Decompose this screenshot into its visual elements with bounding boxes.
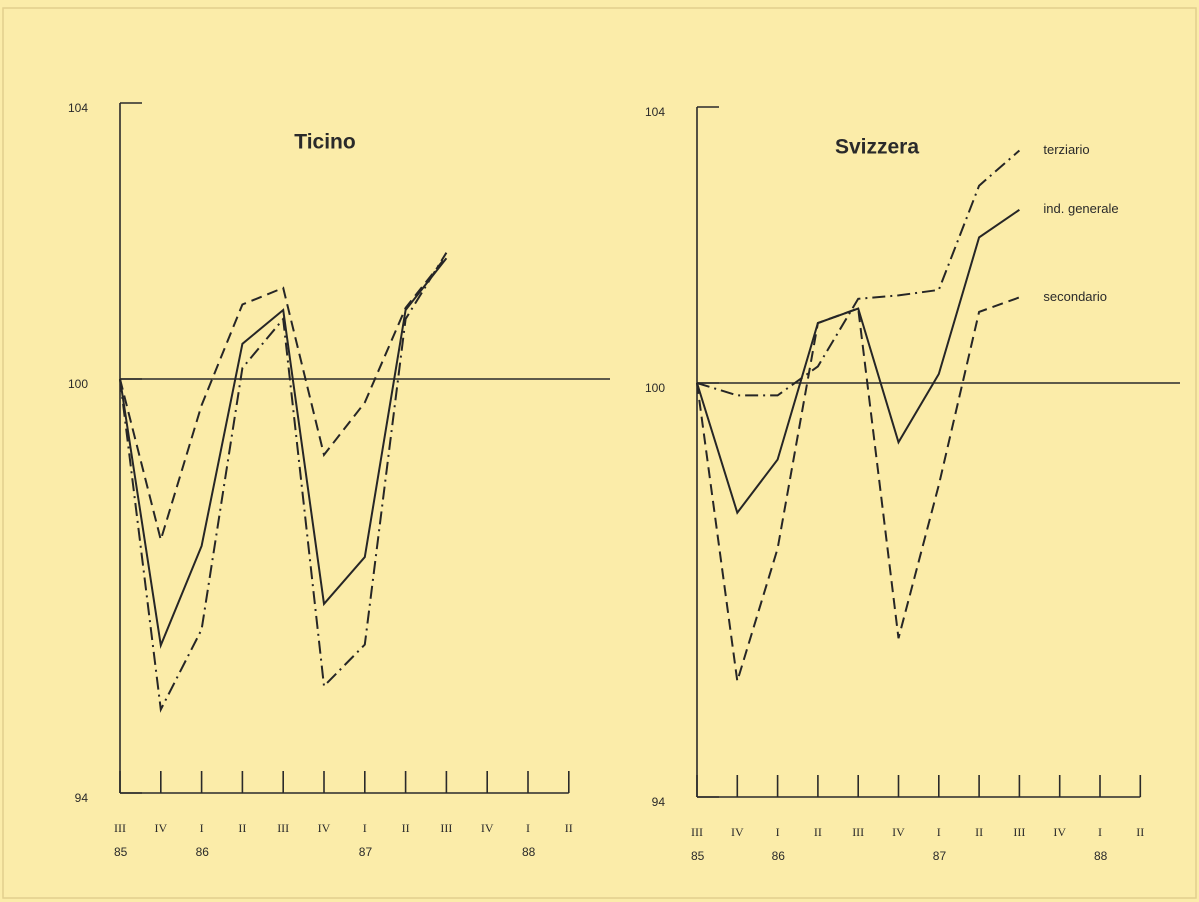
year-label: 85: [691, 849, 705, 863]
x-tick-label: II: [975, 825, 983, 839]
x-tick-label: III: [440, 821, 452, 835]
x-tick-label: I: [200, 821, 204, 835]
y-tick-label: 100: [645, 381, 665, 395]
year-label: 86: [772, 849, 786, 863]
y-tick-label: 94: [652, 795, 666, 809]
chart-title: Ticino: [294, 131, 355, 154]
y-tick-label: 104: [645, 105, 665, 119]
year-label: 88: [1094, 849, 1108, 863]
x-tick-label: I: [363, 821, 367, 835]
x-tick-label: III: [114, 821, 126, 835]
x-tick-label: II: [814, 825, 822, 839]
frame: [2, 7, 1197, 899]
x-tick-label: I: [937, 825, 941, 839]
series-line: [696, 296, 1020, 682]
series-line: [119, 252, 448, 713]
series-line: [119, 255, 448, 544]
year-label: 85: [114, 845, 128, 859]
year-label: 86: [196, 845, 210, 859]
x-tick-label: I: [776, 825, 780, 839]
legend-label: terziario: [1043, 142, 1089, 157]
x-tick-label: III: [1013, 825, 1025, 839]
y-tick-label: 100: [68, 377, 88, 391]
x-tick-label: III: [852, 825, 864, 839]
series-line: [696, 149, 1021, 397]
x-tick-label: II: [238, 821, 246, 835]
x-tick-label: I: [1098, 825, 1102, 839]
x-tick-label: IV: [481, 821, 494, 835]
year-label: 88: [522, 845, 536, 859]
x-tick-label: III: [691, 825, 703, 839]
legend-label: secondario: [1043, 289, 1107, 304]
x-tick-label: II: [1136, 825, 1144, 839]
series-line: [696, 208, 1020, 515]
series-line: [119, 257, 448, 650]
x-tick-label: I: [526, 821, 530, 835]
x-tick-label: IV: [318, 821, 331, 835]
x-tick-label: IV: [1053, 825, 1066, 839]
y-tick-label: 94: [75, 791, 89, 805]
x-tick-label: II: [402, 821, 410, 835]
x-tick-label: IV: [731, 825, 744, 839]
x-tick-label: II: [565, 821, 573, 835]
legend-label: ind. generale: [1043, 201, 1118, 216]
year-label: 87: [359, 845, 373, 859]
x-tick-label: III: [277, 821, 289, 835]
chart-title: Svizzera: [835, 136, 919, 159]
x-tick-label: IV: [892, 825, 905, 839]
y-tick-label: 104: [68, 101, 88, 115]
x-tick-label: IV: [154, 821, 167, 835]
year-label: 87: [933, 849, 947, 863]
